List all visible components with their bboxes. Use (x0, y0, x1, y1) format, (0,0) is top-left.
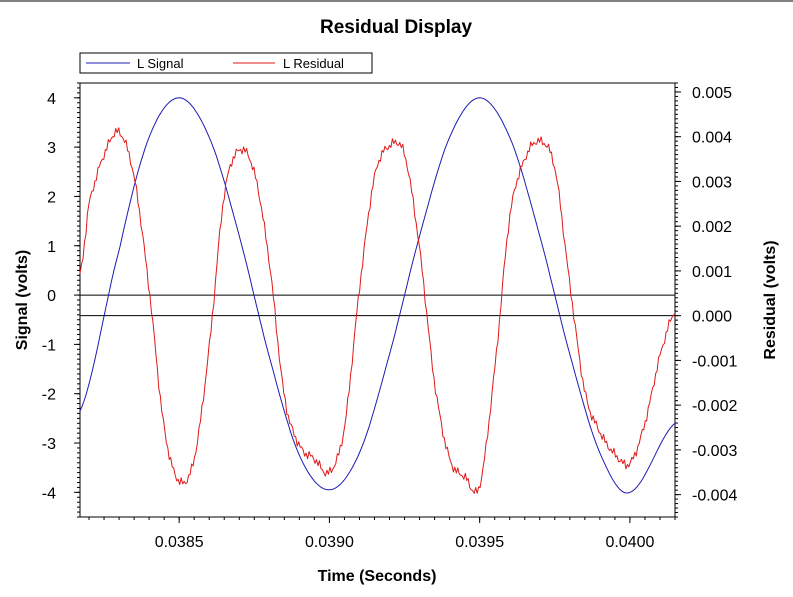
y-right-tick-label: 0.003 (692, 174, 732, 191)
y-left-tick-label: 1 (47, 239, 56, 256)
y-left-tick-label: -4 (42, 485, 56, 502)
y-right-tick-label: 0.001 (692, 264, 732, 281)
x-axis-label: Time (Seconds) (318, 568, 437, 585)
x-tick-label: 0.0390 (305, 534, 354, 551)
series-layer (79, 97, 676, 494)
y-left-tick-label: -1 (42, 337, 56, 354)
y-right-tick-label: 0.000 (692, 309, 732, 326)
y-left-tick-label: 2 (47, 189, 56, 206)
x-tick-label: 0.0385 (155, 534, 204, 551)
y-axis-right-label: Residual (volts) (762, 240, 779, 359)
y-left-tick-label: -3 (42, 436, 56, 453)
y-right-tick-label: 0.002 (692, 219, 732, 236)
y-left-tick-label: 0 (47, 288, 56, 305)
y-axis-left-label: Signal (volts) (14, 250, 31, 350)
zero-lines (80, 294, 675, 317)
x-tick-label: 0.0400 (605, 534, 654, 551)
legend-label-residual: L Residual (283, 56, 344, 71)
y-right-tick-label: -0.001 (692, 353, 737, 370)
residual-series-line (79, 127, 676, 494)
chart-title: Residual Display (320, 17, 472, 38)
y-left-tick-label: 3 (47, 140, 56, 157)
y-right-tick-label: 0.004 (692, 130, 732, 147)
y-right-tick-label: 0.005 (692, 85, 732, 102)
x-tick-label: 0.0395 (455, 534, 504, 551)
signal-series-line (79, 97, 676, 494)
legend: L Signal L Residual (79, 52, 373, 74)
y-left-tick-label: 4 (47, 91, 56, 108)
y-left-tick-label: -2 (42, 387, 56, 404)
y-right-tick-label: -0.004 (692, 488, 737, 505)
y-right-tick-label: -0.002 (692, 398, 737, 415)
ticks: 0.0385 0.0390 0.0395 0.0400 4 3 2 1 0 -1 -2 -3 -4 0.0… (42, 82, 737, 551)
legend-label-signal: L Signal (137, 56, 184, 71)
y-right-tick-label: -0.003 (692, 443, 737, 460)
legend-box (79, 52, 373, 74)
